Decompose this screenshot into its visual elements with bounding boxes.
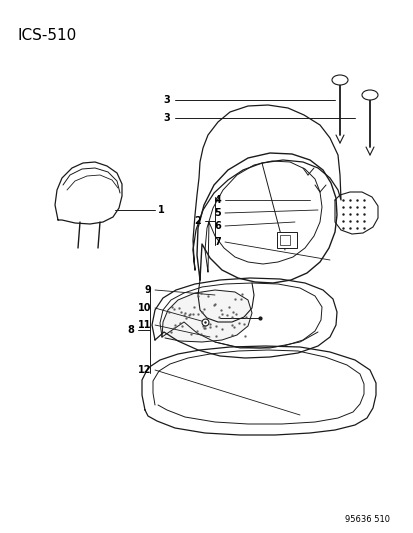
Text: 5: 5 xyxy=(214,208,221,218)
Text: ICS-510: ICS-510 xyxy=(18,28,77,43)
Text: 3: 3 xyxy=(163,113,170,123)
Text: 4: 4 xyxy=(214,195,221,205)
Text: 1: 1 xyxy=(158,205,164,215)
Text: 11: 11 xyxy=(137,320,151,330)
Text: 12: 12 xyxy=(137,365,151,375)
Text: 9: 9 xyxy=(144,285,151,295)
Text: 95636 510: 95636 510 xyxy=(344,515,389,524)
Text: 10: 10 xyxy=(137,303,151,313)
Text: 2: 2 xyxy=(194,216,201,226)
Ellipse shape xyxy=(331,75,347,85)
Text: 3: 3 xyxy=(163,95,170,105)
Text: 8: 8 xyxy=(127,325,134,335)
Ellipse shape xyxy=(361,90,377,100)
Bar xyxy=(276,232,296,248)
Polygon shape xyxy=(161,290,252,342)
Text: 6: 6 xyxy=(214,221,221,231)
Text: 7: 7 xyxy=(214,237,221,247)
Bar xyxy=(279,235,289,245)
